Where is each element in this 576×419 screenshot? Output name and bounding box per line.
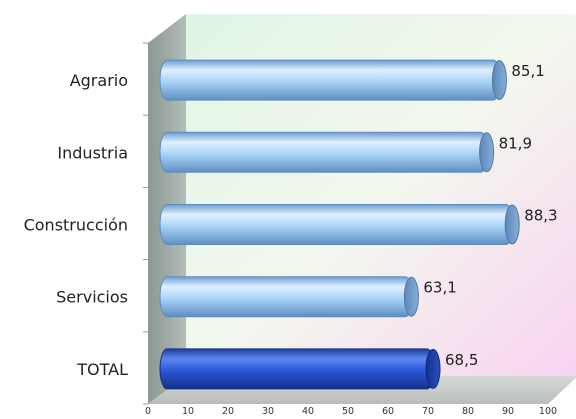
value-labels: 85,1 81,9 88,3 63,1 68,5 bbox=[423, 62, 557, 369]
bar-body bbox=[159, 131, 489, 173]
bar-body bbox=[159, 59, 501, 101]
y-axis-ticks bbox=[143, 42, 148, 405]
bar-end-cap bbox=[425, 348, 441, 389]
category-label: Servicios bbox=[56, 288, 128, 307]
bar bbox=[159, 131, 495, 173]
value-label: 88,3 bbox=[524, 207, 557, 225]
category-label: Construcción bbox=[24, 216, 128, 235]
bar-body bbox=[159, 276, 413, 318]
category-labels: Agrario Industria Construcción Servicios TOT… bbox=[24, 71, 128, 379]
x-tick-label: 10 bbox=[182, 406, 194, 417]
bar-body bbox=[159, 204, 514, 245]
x-tick-label: 0 bbox=[145, 406, 151, 417]
x-tick-label: 40 bbox=[302, 406, 314, 417]
bars bbox=[159, 59, 520, 390]
value-label: 68,5 bbox=[445, 351, 478, 369]
x-tick-label: 60 bbox=[382, 406, 394, 417]
x-tick-label: 20 bbox=[222, 406, 234, 417]
bar bbox=[159, 204, 520, 245]
bar-end-cap bbox=[479, 132, 495, 173]
x-tick-label: 100 bbox=[539, 406, 557, 417]
bar bbox=[159, 59, 507, 101]
bar-end-cap bbox=[491, 60, 507, 101]
value-label: 81,9 bbox=[499, 134, 532, 152]
x-tick-label: 90 bbox=[502, 406, 514, 417]
x-tick-label: 50 bbox=[342, 406, 354, 417]
x-tick-label: 30 bbox=[262, 406, 274, 417]
value-label: 85,1 bbox=[511, 62, 544, 80]
x-tick-label: 70 bbox=[422, 406, 434, 417]
bar-end-cap bbox=[403, 276, 419, 317]
bar bbox=[159, 348, 441, 390]
bar-end-cap bbox=[504, 204, 520, 245]
x-tick-label: 80 bbox=[462, 406, 474, 417]
value-label: 63,1 bbox=[423, 279, 456, 297]
bar bbox=[159, 276, 419, 318]
category-label: Industria bbox=[57, 143, 128, 162]
category-label: TOTAL bbox=[76, 360, 128, 379]
category-label: Agrario bbox=[70, 71, 128, 90]
bar-body bbox=[159, 348, 435, 390]
x-axis-tick-labels: 0 10 20 30 40 50 60 70 80 90 100 bbox=[145, 406, 557, 417]
